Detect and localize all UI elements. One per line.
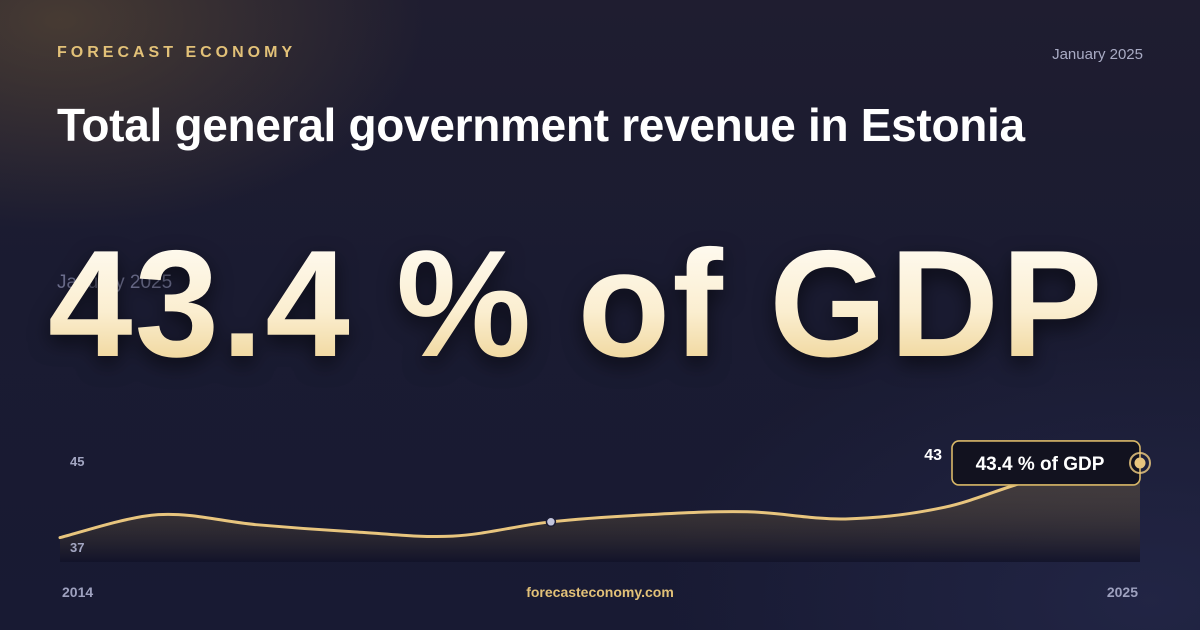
end-point-marker [1134,457,1146,469]
callout-text: 43.4 % of GDP [976,454,1105,475]
y-tick-label: 37 [70,540,84,555]
current-value-label: 43 [924,447,942,464]
brand-name: FORECAST ECONOMY [57,44,297,61]
site-url[interactable]: forecasteconomy.com [526,584,674,600]
report-date: January 2025 [1052,46,1143,63]
page-title: Total general government revenue in Esto… [57,99,1025,151]
end-point-ring [1129,451,1151,474]
value-callout: 43.4 % of GDP [951,440,1141,486]
series-area [60,462,1140,562]
x-axis-start-label: 2014 [62,584,94,600]
data-point-marker [545,516,557,528]
series-line [58,461,1142,540]
value-date: January 2025 [57,272,172,294]
revenue-chart: 45 37 43 43.4 % of GDP [58,440,1151,562]
x-axis-end-label: 2025 [1106,584,1138,600]
headline-value: 43.4 % of GDP [48,219,1105,389]
y-tick-label: 45 [70,454,84,469]
